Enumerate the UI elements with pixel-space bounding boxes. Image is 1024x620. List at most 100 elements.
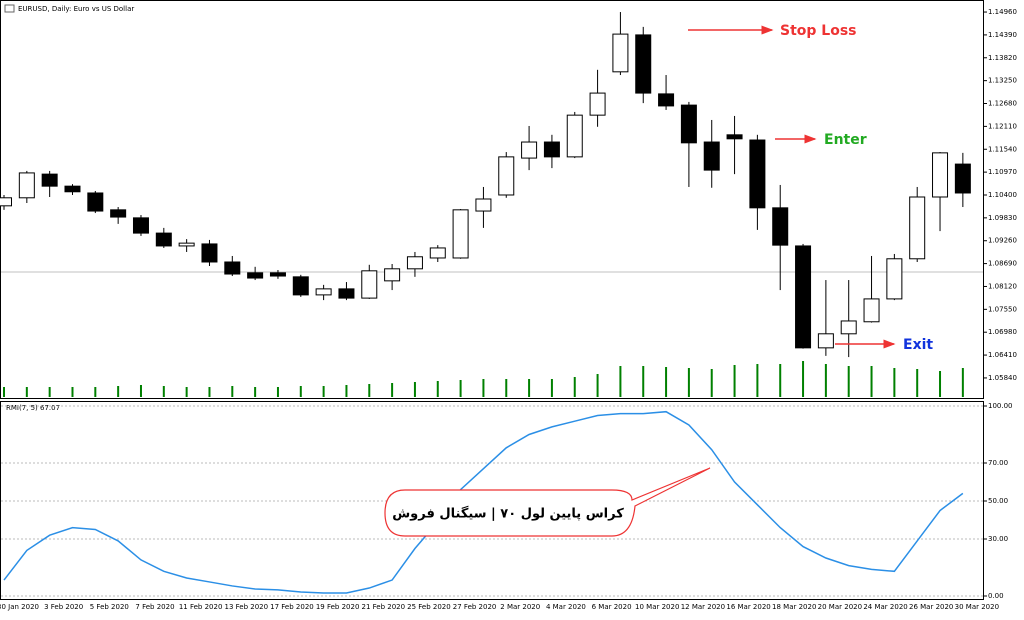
- volume-bar: [619, 366, 622, 397]
- volume-bar: [550, 379, 553, 397]
- annotation-text: Stop Loss: [780, 23, 857, 39]
- window-icon: [4, 4, 15, 13]
- y-tick-label: 1.12110: [988, 122, 1017, 130]
- candle-body: [772, 207, 789, 246]
- volume-bar: [48, 387, 51, 397]
- main-panel: [0, 0, 984, 399]
- volume-bar: [208, 387, 211, 397]
- candle-body: [0, 197, 12, 207]
- x-tick-label: 6 Mar 2020: [592, 603, 632, 611]
- candle-body: [932, 152, 949, 198]
- y-tick-label: 0.00: [988, 592, 1004, 600]
- volume-bar: [482, 379, 485, 397]
- candle-body: [954, 163, 971, 194]
- y-tick-label: 50.00: [988, 497, 1008, 505]
- candle-body: [224, 261, 241, 275]
- x-tick-label: 10 Mar 2020: [635, 603, 679, 611]
- candle-body: [18, 172, 35, 199]
- volume-bar: [505, 379, 508, 397]
- volume-bar: [162, 386, 165, 397]
- candle-body: [155, 232, 172, 247]
- y-tick-label: 1.11540: [988, 145, 1017, 153]
- volume-bar: [254, 387, 257, 397]
- volume-bar: [642, 366, 645, 397]
- y-tick-label: 1.13250: [988, 77, 1017, 85]
- x-tick-label: 16 Mar 2020: [726, 603, 770, 611]
- candle-body: [41, 173, 58, 187]
- x-tick-label: 20 Mar 2020: [818, 603, 862, 611]
- y-tick-label: 1.12680: [988, 100, 1017, 108]
- volume-bar: [94, 387, 97, 397]
- x-tick-label: 2 Mar 2020: [500, 603, 540, 611]
- y-tick-label: 100.00: [988, 402, 1013, 410]
- x-tick-label: 5 Feb 2020: [90, 603, 129, 611]
- volume-bar: [779, 364, 782, 397]
- x-tick-label: 25 Feb 2020: [407, 603, 451, 611]
- candle-body: [521, 141, 538, 159]
- candle-body: [589, 92, 606, 116]
- candle-body: [178, 242, 195, 247]
- candle-body: [863, 298, 880, 323]
- callout-bubble: [384, 467, 711, 537]
- volume-bar: [665, 367, 668, 397]
- candle-body: [315, 288, 332, 296]
- x-tick-label: 26 Mar 2020: [909, 603, 953, 611]
- x-tick-label: 18 Mar 2020: [772, 603, 816, 611]
- volume-bar: [436, 381, 439, 397]
- x-tick-label: 30 Jan 2020: [0, 603, 39, 611]
- candle-body: [703, 141, 720, 171]
- y-tick-label: 1.09260: [988, 237, 1017, 245]
- candle-body: [909, 196, 926, 260]
- volume-bar: [756, 364, 759, 397]
- volume-bar: [276, 387, 279, 397]
- volume-bar: [802, 361, 805, 397]
- volume-bar: [824, 364, 827, 397]
- candle-body: [384, 268, 401, 282]
- volume-bar: [687, 368, 690, 397]
- x-tick-label: 11 Feb 2020: [179, 603, 223, 611]
- candle-body: [817, 333, 834, 349]
- volume-bar: [961, 368, 964, 397]
- candle-body: [132, 217, 149, 234]
- volume-bar: [528, 379, 531, 397]
- volume-bar: [117, 386, 120, 397]
- candle-body: [498, 156, 515, 196]
- candle-body: [475, 198, 492, 212]
- y-tick-label: 30.00: [988, 535, 1008, 543]
- candle-body: [338, 288, 355, 299]
- volume-bar: [71, 387, 74, 397]
- candle-body: [612, 33, 629, 73]
- y-tick-label: 70.00: [988, 459, 1008, 467]
- x-tick-label: 7 Feb 2020: [135, 603, 174, 611]
- indicator-title: RMI(7, 5) 67.07: [6, 404, 60, 412]
- candle-body: [292, 276, 309, 296]
- candle-body: [110, 209, 127, 218]
- volume-bar: [231, 386, 234, 397]
- candle-body: [635, 34, 652, 94]
- candle-body: [886, 258, 903, 300]
- y-tick-label: 1.10970: [988, 168, 1017, 176]
- callout: کراس پایین لول ۷۰ | سیگنال فروش: [384, 467, 711, 537]
- candle-body: [452, 209, 469, 259]
- volume-bar: [870, 366, 873, 397]
- y-tick-label: 1.05840: [988, 374, 1017, 382]
- candle-body: [749, 139, 766, 209]
- volume-bar: [299, 386, 302, 397]
- volume-bar: [573, 377, 576, 397]
- x-tick-label: 19 Feb 2020: [316, 603, 360, 611]
- candle-body: [429, 247, 446, 259]
- volume-bar: [368, 384, 371, 397]
- callout-text: کراس پایین لول ۷۰ | سیگنال فروش: [392, 506, 624, 522]
- candle-body: [795, 245, 812, 349]
- volume-bar: [733, 365, 736, 397]
- candle-body: [840, 320, 857, 335]
- x-tick-label: 12 Mar 2020: [681, 603, 725, 611]
- x-tick-label: 17 Feb 2020: [270, 603, 314, 611]
- y-tick-label: 1.14390: [988, 31, 1017, 39]
- volume-bar: [413, 382, 416, 397]
- candle-body: [543, 141, 560, 158]
- y-tick-label: 1.10400: [988, 191, 1017, 199]
- y-tick-label: 1.14960: [988, 8, 1017, 16]
- candle-body: [247, 272, 264, 279]
- x-tick-label: 27 Feb 2020: [453, 603, 497, 611]
